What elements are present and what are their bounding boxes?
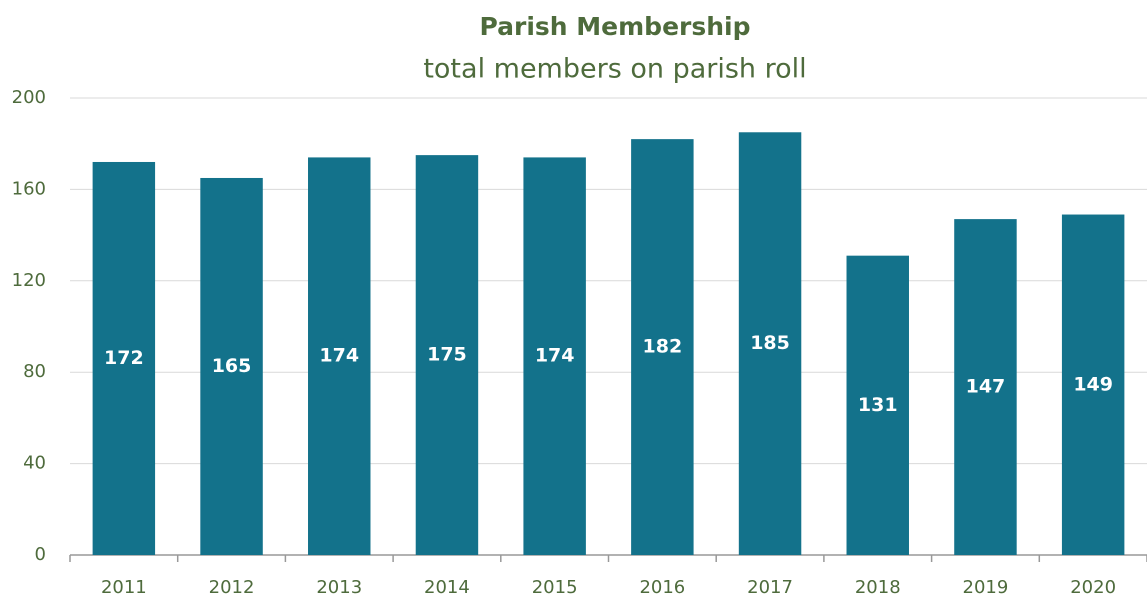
bar [846, 255, 909, 556]
bar [631, 139, 694, 555]
y-tick-label: 40 [23, 453, 46, 474]
x-tick-label: 2018 [855, 577, 901, 598]
data-label: 185 [750, 332, 790, 354]
data-label: 149 [1073, 373, 1113, 395]
bar [1061, 214, 1125, 555]
bar [523, 157, 586, 555]
y-tick-label: 80 [23, 361, 46, 382]
x-tick-label: 2015 [532, 577, 578, 598]
y-tick-label: 160 [12, 178, 46, 199]
y-tick-label: 0 [35, 544, 46, 565]
data-label: 165 [212, 355, 252, 377]
data-label: 174 [535, 345, 575, 367]
x-tick-label: 2017 [747, 577, 793, 598]
bar [738, 132, 802, 555]
y-tick-label: 120 [12, 270, 46, 291]
chart-title: Parish Membership [479, 12, 750, 41]
data-label: 131 [858, 394, 898, 416]
bar [415, 155, 479, 555]
bar [954, 219, 1017, 556]
x-tick-label: 2011 [101, 577, 147, 598]
x-tick-label: 2019 [963, 577, 1009, 598]
data-label: 174 [319, 345, 359, 367]
x-tick-label: 2020 [1070, 577, 1116, 598]
bar [200, 177, 263, 555]
data-label: 182 [643, 336, 683, 358]
chart-subtitle: total members on parish roll [423, 54, 806, 85]
bar [92, 161, 156, 556]
x-tick-label: 2014 [424, 577, 470, 598]
x-tick-label: 2013 [316, 577, 362, 598]
y-tick-label: 200 [12, 87, 46, 108]
x-tick-label: 2012 [209, 577, 255, 598]
bar [308, 157, 371, 555]
data-label: 175 [427, 344, 467, 366]
data-label: 147 [966, 376, 1006, 398]
x-tick-label: 2016 [639, 577, 685, 598]
data-label: 172 [104, 347, 144, 369]
